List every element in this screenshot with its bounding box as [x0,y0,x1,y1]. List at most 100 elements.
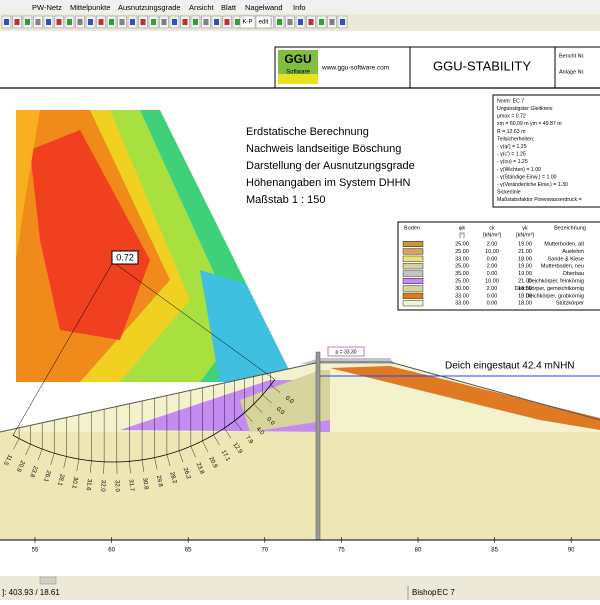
annex-no: Anlage Nr. [559,69,585,75]
water-label: Deich eingestaut 42.4 mNHN [445,361,575,372]
x-tick-label: 85 [491,548,498,554]
tool-label: K-P [242,20,252,26]
tool-icon [120,19,125,25]
legend-name: Auelehm [562,249,584,255]
tool-icon [214,19,219,25]
legend-header: Bezeichnung [554,225,586,231]
logo-text: Software [286,70,310,76]
info-line: Teilsicherheiten: [497,136,534,142]
tool-icon [204,19,209,25]
menu: PW-Netz Mittelpunkte Ausnutzungsgrade Ansic… [32,3,306,12]
legend-header: ck [489,225,495,231]
scroll-thumb[interactable] [40,577,56,584]
info-line: μmax = 0.72 [497,114,526,120]
tool-icon [225,19,230,25]
heading-line: Erdstatische Berechnung [246,126,369,138]
info-line: Ungünstigster Gleitkreis: [497,106,554,112]
tool-icon [172,19,177,25]
tool-label: edit [259,20,269,26]
tool-icon [57,19,62,25]
menu-item[interactable]: Ansicht [189,3,215,12]
tool-icon [36,19,41,25]
menu-item[interactable]: Info [293,3,306,12]
x-tick-label: 75 [338,548,345,554]
menu-item[interactable]: Ausnutzungsgrade [118,3,181,12]
tool-icon [183,19,188,25]
tool-icon [109,19,114,25]
info-line: xm = 60.09 m ym = 49.87 m [497,121,562,127]
heading-line: Nachweis landseitige Böschung [246,143,401,155]
tool-icon [298,19,303,25]
legend-c: 0.00 [487,301,498,307]
info-line: Maßstabsfaktor Porenwasserdruck = [497,197,582,203]
legend-unit: [kN/m²] [483,232,501,238]
tool-icon [141,19,146,25]
utilization-label: 0.72 [116,252,134,262]
legend-swatch [403,278,423,284]
heading-line: Höhenangaben im System DHHN [246,177,411,189]
slice-value: 32.0 [99,480,106,493]
tool-icon [46,19,51,25]
legend-unit: [kN/m³] [516,232,534,238]
legend-c: 0.00 [487,271,498,277]
legend-name: Mutterboden, neu [541,264,584,270]
tool-icon [340,19,345,25]
x-tick-label: 60 [108,548,115,554]
slice-value: 32.0 [114,480,120,492]
x-tick-label: 65 [185,548,192,554]
legend-name: Deichkörper, feinkörnig [528,278,584,284]
legend-c: 0.00 [487,256,498,262]
legend-c: 10.00 [485,278,499,284]
legend-phi: 25.00 [455,249,469,255]
legend-c: 2.00 [487,264,498,270]
legend-c: 10.00 [485,249,499,255]
legend-name: Oberbau [563,271,584,277]
legend-swatch [403,300,423,306]
tool-icon [193,19,198,25]
url: www.ggu-software.com [321,65,389,72]
legend-name: Deichkörper, gemischtkörnig [515,286,584,292]
legend-swatch [403,293,423,299]
menu-item[interactable]: PW-Netz [32,3,62,12]
tool-icon [88,19,93,25]
legend-gamma: 18.00 [518,301,532,307]
tool-icon [330,19,335,25]
tool-icon [319,19,324,25]
legend-header: φk [459,225,466,231]
tool-icon [15,19,20,25]
legend-header: γk [522,225,528,231]
tool-icon [130,19,135,25]
status-norm: EC 7 [437,588,455,597]
legend-name: Mutterboden, alt [544,241,584,247]
heading-line: Maßstab 1 : 150 [246,194,326,206]
tool-icon [309,19,314,25]
legend-swatch [403,256,423,262]
legend-swatch [403,241,423,247]
info-line: Sickerlinie [497,190,521,196]
legend-phi: 33.00 [455,293,469,299]
menu-item[interactable]: Mittelpunkte [70,3,110,12]
info-line: - γ(c') = 1.25 [497,152,526,158]
status-method: Bishop [412,588,437,597]
status-bar [0,585,600,600]
info-line: R = 12.63 m [497,129,525,135]
tool-icon [67,19,72,25]
legend-name: Stützkörper [556,301,584,307]
scrollbar [0,576,600,585]
info-line: - γ(φ') = 1.25 [497,144,527,150]
tool-icon [99,19,104,25]
tool-icon [235,19,240,25]
legend-phi: 30.00 [455,286,469,292]
info-line: - γ(Wichten) = 1.00 [497,167,541,173]
menu-item[interactable]: Blatt [221,3,237,12]
logo-text: GGU [284,52,311,66]
tool-icon [4,19,9,25]
legend-swatch [403,263,423,269]
legend-c: 2.00 [487,241,498,247]
info-line: - γ(Ständige Einw.) = 1.00 [497,174,557,180]
menu-item[interactable]: Nagelwand [245,3,283,12]
report-no: Bericht Nr. [559,53,585,59]
x-tick-label: 90 [568,548,575,554]
x-tick-label: 80 [415,548,422,554]
